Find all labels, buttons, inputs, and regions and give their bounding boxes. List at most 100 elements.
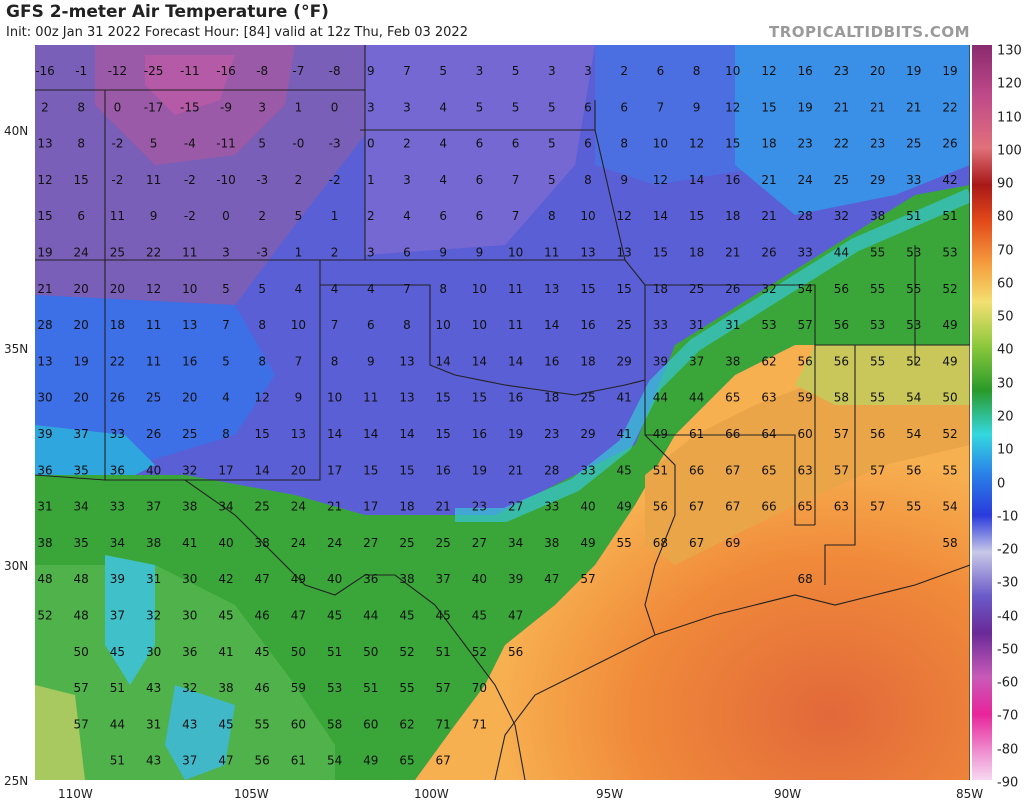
colorbar-tick-label: 40 (997, 342, 1014, 358)
temperature-value: 3 (584, 64, 592, 78)
temperature-value: 10 (472, 282, 487, 296)
temperature-value: 2 (331, 246, 339, 260)
temperature-value: 8 (222, 427, 230, 441)
temperature-value: 5 (512, 64, 520, 78)
temperature-value: 34 (218, 500, 233, 514)
temperature-value: 22 (834, 137, 849, 151)
temperature-value: 58 (327, 717, 342, 731)
temperature-value: 19 (798, 100, 813, 114)
temperature-value: 52 (942, 282, 957, 296)
temperature-value: -7 (292, 64, 304, 78)
temperature-value: 18 (653, 282, 668, 296)
temperature-value: 46 (255, 681, 270, 695)
temperature-value: 11 (544, 246, 559, 260)
colorbar-tick-label: 80 (997, 209, 1014, 225)
temperature-value: 56 (870, 427, 885, 441)
temperature-value: 45 (617, 463, 632, 477)
temperature-value: 56 (906, 463, 921, 477)
colorbar (972, 45, 992, 780)
temperature-value: -11 (180, 64, 200, 78)
temperature-value: 37 (110, 609, 125, 623)
colorbar-tick-label: -70 (997, 708, 1019, 724)
temperature-value: 13 (37, 354, 52, 368)
temperature-value: 44 (689, 391, 704, 405)
temperature-value: 16 (508, 391, 523, 405)
temperature-value: -2 (111, 137, 123, 151)
temperature-value: 9 (295, 391, 303, 405)
temperature-value: 61 (689, 427, 704, 441)
temperature-value: 67 (689, 500, 704, 514)
temperature-value: 7 (295, 354, 303, 368)
temperature-value: 2 (403, 137, 411, 151)
temperature-value: -10 (216, 173, 236, 187)
lon-label: 95W (596, 787, 624, 801)
temperature-value: 45 (255, 645, 270, 659)
temperature-value: 65 (399, 754, 414, 768)
temperature-value: 6 (620, 100, 628, 114)
temperature-value: 34 (74, 500, 89, 514)
temperature-value: 6 (476, 209, 484, 223)
temperature-value: 32 (761, 282, 776, 296)
temperature-value: 5 (258, 282, 266, 296)
temperature-map[interactable]: -16 -1 -12 -25 -11 -16 -8 -7 -8 9 7 5 3 5 3 3 2 6 8 10 12 16 2… (35, 45, 970, 780)
temperature-value: 13 (399, 391, 414, 405)
temperature-value: 15 (436, 391, 451, 405)
temperature-value: 38 (870, 209, 885, 223)
temperature-value: 6 (403, 246, 411, 260)
temperature-value: -9 (220, 100, 232, 114)
temperature-value: 21 (906, 100, 921, 114)
temperature-value: 10 (472, 318, 487, 332)
temperature-value: -8 (329, 64, 341, 78)
temperature-value: 41 (182, 536, 197, 550)
temperature-value: 19 (472, 463, 487, 477)
temperature-value: 4 (222, 391, 230, 405)
temperature-value: 45 (399, 609, 414, 623)
temperature-value: 25 (436, 536, 451, 550)
map-subtitle: Init: 00z Jan 31 2022 Forecast Hour: [84… (6, 25, 468, 40)
temperature-value: 9 (439, 246, 447, 260)
temperature-value: 26 (146, 427, 161, 441)
temperature-value: 12 (37, 173, 52, 187)
temperature-value: 18 (544, 391, 559, 405)
lon-label: 105W (234, 787, 269, 801)
temperature-value: 8 (584, 173, 592, 187)
temperature-value: 28 (544, 463, 559, 477)
colorbar-tick-label: 0 (997, 476, 1006, 492)
temperature-value: 12 (617, 209, 632, 223)
temperature-value: 9 (620, 173, 628, 187)
temperature-value: 29 (870, 173, 885, 187)
temperature-value: 38 (182, 500, 197, 514)
temperature-value: 40 (580, 500, 595, 514)
temperature-value: 23 (870, 137, 885, 151)
temperature-value: 26 (110, 391, 125, 405)
temperature-value: 57 (870, 500, 885, 514)
temperature-value: 34 (508, 536, 523, 550)
temperature-value: 56 (834, 318, 849, 332)
temperature-value: 10 (725, 64, 740, 78)
temperature-value: 15 (580, 282, 595, 296)
state-boundaries (35, 45, 970, 780)
temperature-value: 2 (620, 64, 628, 78)
temperature-value: 15 (761, 100, 776, 114)
temperature-value: 15 (37, 209, 52, 223)
temperature-value: 42 (218, 572, 233, 586)
temperature-value: 9 (367, 64, 375, 78)
temperature-value: 63 (761, 391, 776, 405)
temperature-value: 55 (942, 463, 957, 477)
temperature-value: 13 (617, 246, 632, 260)
temperature-value: 56 (653, 500, 668, 514)
lat-label: 30N (4, 559, 29, 573)
temperature-value: 3 (476, 64, 484, 78)
temperature-value: 25 (617, 318, 632, 332)
temperature-value: 45 (327, 609, 342, 623)
temperature-value: 47 (508, 609, 523, 623)
temperature-value: 33 (580, 463, 595, 477)
temperature-value: 55 (870, 246, 885, 260)
temperature-value: 10 (653, 137, 668, 151)
temperature-value: 12 (653, 173, 668, 187)
temperature-value: 19 (37, 246, 52, 260)
temperature-value: 48 (37, 572, 52, 586)
temperature-value: 40 (472, 572, 487, 586)
temperature-value: 18 (110, 318, 125, 332)
temperature-value: -16 (35, 64, 55, 78)
